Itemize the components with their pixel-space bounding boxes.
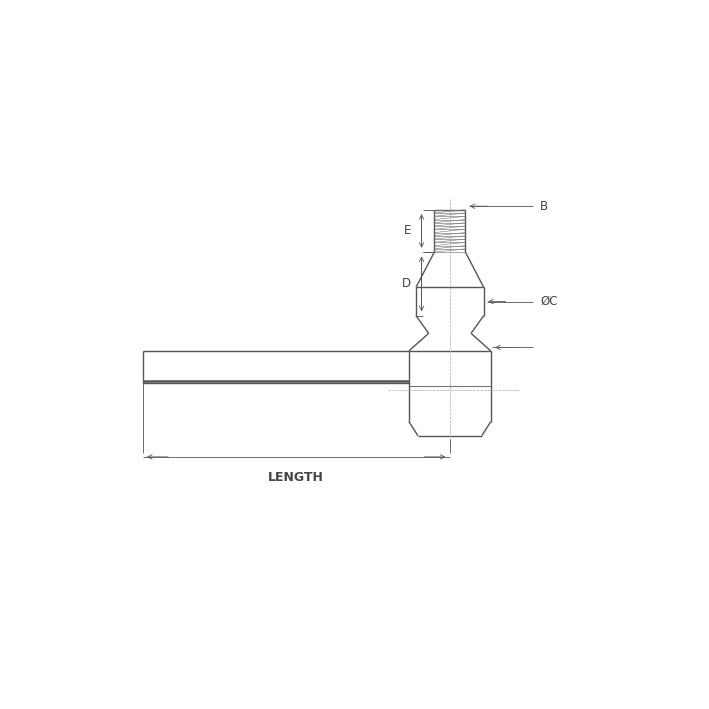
Text: D: D <box>402 277 411 291</box>
Text: LENGTH: LENGTH <box>268 471 324 484</box>
Text: E: E <box>403 225 411 238</box>
Text: ØC: ØC <box>540 295 558 308</box>
Text: B: B <box>540 200 548 213</box>
